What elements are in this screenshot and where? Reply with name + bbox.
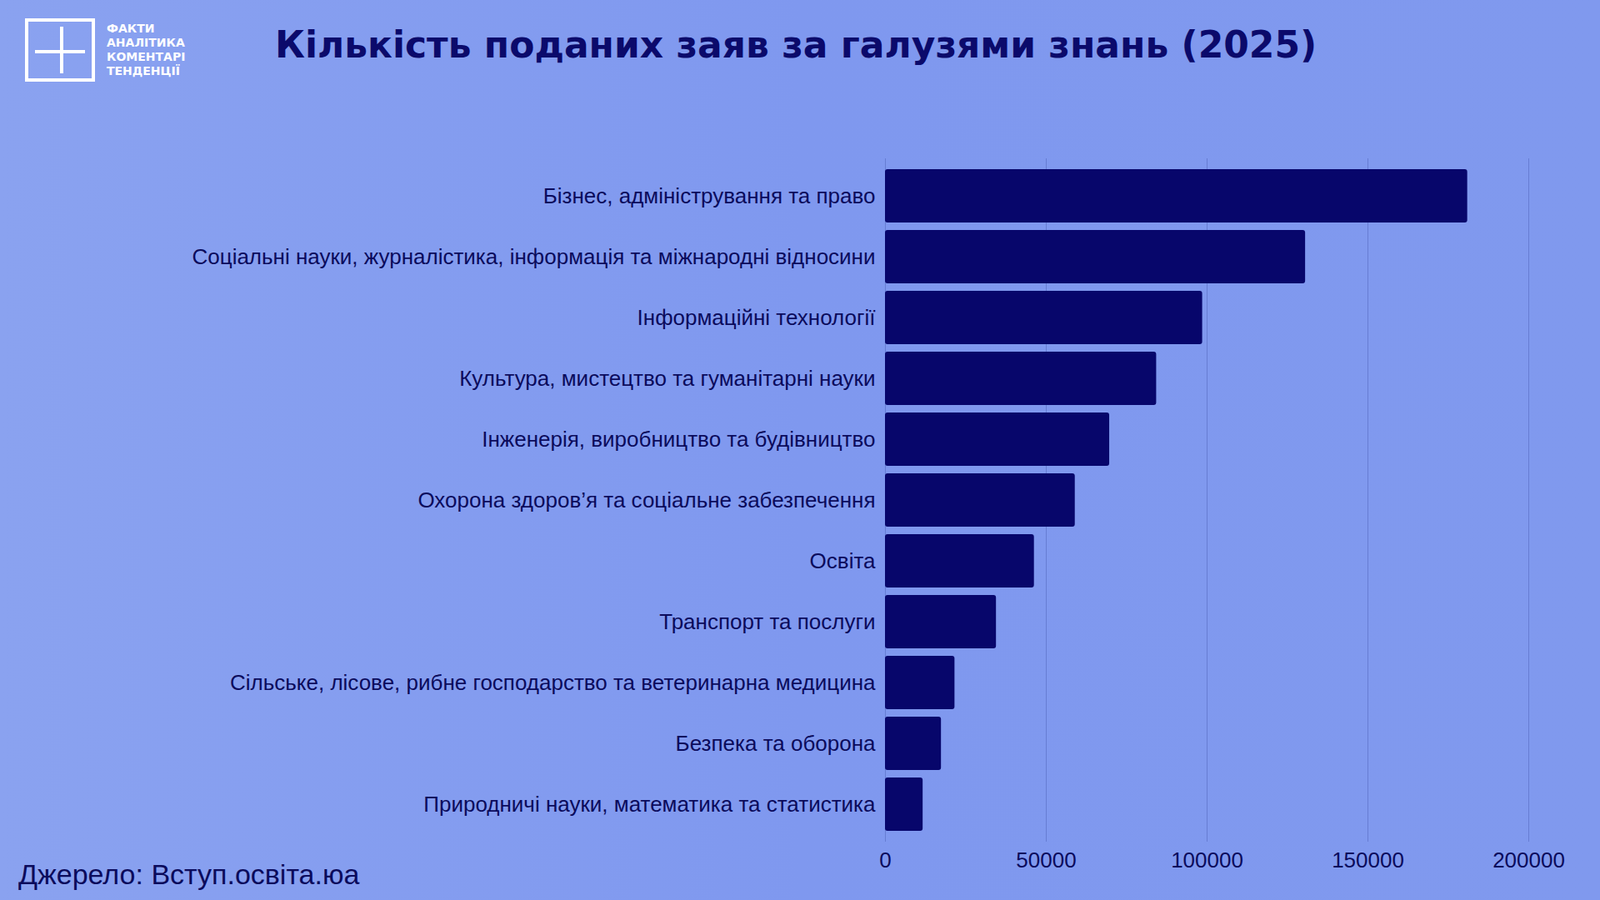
html-text:АНАЛІТИКА: АНАЛІТИКА [106, 35, 185, 50]
svg-text:Соціальні науки, журналістика,: Соціальні науки, журналістика, інформаці… [192, 244, 876, 270]
svg-text:Освіта: Освіта [810, 548, 876, 574]
svg-text:Природничі науки, математика т: Природничі науки, математика та статисти… [423, 791, 876, 817]
svg-text:150000: 150000 [1331, 847, 1405, 873]
svg-text:Безпека та оборона: Безпека та оборона [675, 730, 876, 756]
svg-text:Інженерія, виробництво та буді: Інженерія, виробництво та будівництво [481, 426, 875, 452]
svg-text:Культура, мистецтво та гуманіт: Культура, мистецтво та гуманітарні науки [459, 365, 875, 391]
html-text:ФАКТИ: ФАКТИ [106, 21, 155, 35]
svg-text:200000: 200000 [1492, 847, 1565, 873]
svg-text:Сільське, лісове, рибне господ: Сільське, лісове, рибне господарство та … [230, 670, 876, 695]
svg-text:100000: 100000 [1170, 847, 1244, 873]
svg-text:Охорона здоров’я та соціальне: Охорона здоров’я та соціальне забезпечен… [417, 487, 875, 513]
html-text:Джерело: Вступ.освіта.юа: Джерело: Вступ.освіта.юа [18, 858, 360, 890]
svg-text:Бізнес, адміністрування та пра: Бізнес, адміністрування та право [543, 183, 876, 209]
svg-text:Транспорт та послуги: Транспорт та послуги [659, 609, 875, 635]
svg-text:0: 0 [879, 847, 891, 873]
svg-text:50000: 50000 [1015, 847, 1076, 873]
html-text:КОМЕНТАРІ: КОМЕНТАРІ [106, 50, 186, 64]
html-text:ТЕНДЕНЦІЇ: ТЕНДЕНЦІЇ [106, 64, 180, 78]
html-text:Кількість поданих заяв за галу: Кількість поданих заяв за галузями знань… [275, 23, 1317, 66]
svg-text:Інформаційні технології: Інформаційні технології [637, 305, 876, 330]
